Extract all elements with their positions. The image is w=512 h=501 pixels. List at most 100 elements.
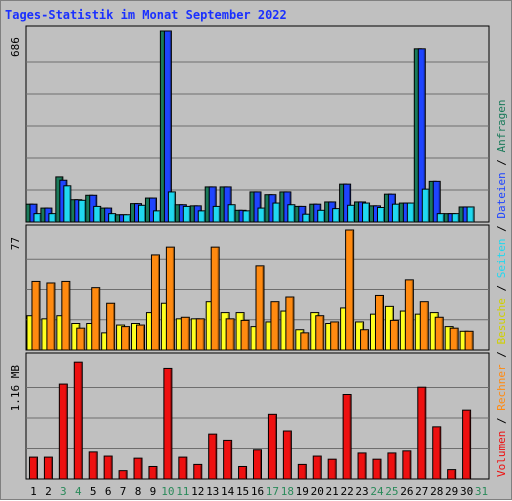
bar-middle-rechner-day-12 [195, 318, 205, 351]
x-tick-label-27: 27 [415, 485, 428, 498]
bar-bottom-volumen-day-13 [208, 433, 218, 480]
bar-bottom-volumen-day-27 [417, 386, 427, 480]
bar-bottom-volumen-day-2 [43, 456, 53, 480]
bar-bottom-volumen-day-10 [163, 367, 173, 480]
bar-middle-rechner-day-22 [345, 229, 355, 351]
legend-item-dateien: Dateien [495, 172, 508, 218]
bar-middle-rechner-day-18 [285, 296, 295, 351]
bar-middle-rechner-day-13 [210, 246, 220, 351]
x-tick-label-20: 20 [311, 485, 324, 498]
x-tick-label-28: 28 [430, 485, 443, 498]
bar-middle-rechner-day-11 [180, 316, 190, 351]
bar-middle-rechner-day-3 [61, 280, 71, 351]
x-tick-label-18: 18 [281, 485, 294, 498]
x-tick-label-1: 1 [30, 485, 37, 498]
bar-bottom-volumen-day-12 [193, 463, 203, 480]
bar-middle-rechner-day-19 [300, 332, 310, 351]
bar-middle-rechner-day-1 [31, 280, 41, 351]
panel-top: 686 [9, 25, 490, 223]
bar-bottom-volumen-day-25 [387, 452, 397, 480]
legend-separator: / [495, 152, 508, 172]
bar-middle-rechner-day-5 [91, 287, 101, 351]
x-tick-label-13: 13 [206, 485, 219, 498]
x-tick-label-21: 21 [326, 485, 339, 498]
x-axis-tick-labels: 1 2 3 4 5 6 7 8 9 10 11 12 13 14 15 16 17 18 19 20 21 22 23 24 2… [30, 485, 488, 498]
x-tick-label-22: 22 [340, 485, 353, 498]
x-tick-label-2: 2 [45, 485, 52, 498]
legend-item-anfragen: Anfragen [495, 99, 508, 152]
x-tick-label-26: 26 [400, 485, 413, 498]
bar-middle-rechner-day-21 [330, 321, 340, 351]
bar-middle-rechner-day-23 [360, 329, 370, 351]
bar-middle-rechner-day-2 [46, 282, 56, 351]
x-tick-label-25: 25 [385, 485, 398, 498]
x-tick-label-3: 3 [60, 485, 67, 498]
x-tick-label-9: 9 [150, 485, 157, 498]
bar-middle-rechner-day-17 [270, 301, 280, 351]
bar-bottom-volumen-day-29 [447, 469, 457, 480]
legend-item-seiten: Seiten [495, 239, 508, 279]
bar-bottom-volumen-day-18 [282, 430, 292, 480]
x-tick-label-19: 19 [296, 485, 309, 498]
x-tick-label-24: 24 [370, 485, 384, 498]
legend-separator: / [495, 345, 508, 365]
bar-bottom-volumen-day-26 [402, 450, 412, 480]
bar-bottom-volumen-day-28 [432, 426, 442, 480]
bar-bottom-volumen-day-14 [223, 439, 233, 480]
bar-middle-rechner-day-28 [434, 316, 444, 351]
x-tick-label-10: 10 [161, 485, 174, 498]
bar-middle-rechner-day-7 [121, 326, 131, 351]
x-tick-label-6: 6 [105, 485, 112, 498]
bar-bottom-volumen-day-19 [297, 463, 307, 480]
legend-item-rechner: Rechner [495, 364, 508, 411]
bar-middle-rechner-day-25 [389, 319, 399, 351]
x-tick-label-12: 12 [191, 485, 204, 498]
bar-bottom-volumen-day-6 [103, 455, 113, 480]
x-tick-label-23: 23 [355, 485, 368, 498]
bar-middle-rechner-day-26 [404, 279, 414, 351]
legend-item-besuche: Besuche [495, 298, 508, 344]
bar-middle-rechner-day-8 [136, 324, 146, 351]
bar-bottom-volumen-day-11 [178, 456, 188, 480]
x-tick-label-30: 30 [460, 485, 473, 498]
x-tick-label-17: 17 [266, 485, 279, 498]
x-tick-label-14: 14 [221, 485, 235, 498]
legend-separator: / [495, 219, 508, 239]
bar-bottom-volumen-day-3 [58, 383, 68, 480]
bar-middle-rechner-day-30 [464, 330, 474, 351]
x-tick-label-5: 5 [90, 485, 97, 498]
chart-panels: 686 77 1.16 MB [9, 25, 490, 480]
bar-middle-rechner-day-20 [315, 315, 325, 351]
panel-top-frame [25, 25, 490, 223]
panel-bottom: 1.16 MB [9, 352, 490, 480]
bar-bottom-volumen-day-23 [357, 452, 367, 480]
x-tick-label-4: 4 [75, 485, 82, 498]
bar-bottom-volumen-day-15 [238, 465, 248, 480]
bar-bottom-volumen-day-30 [462, 409, 472, 480]
bar-bottom-volumen-day-5 [88, 451, 98, 480]
x-tick-label-16: 16 [251, 485, 264, 498]
legend-separator: / [495, 411, 508, 431]
bar-bottom-volumen-day-24 [372, 458, 382, 480]
side-legend: Volumen / Rechner / Besuche / Seiten / D… [495, 99, 508, 477]
legend-item-volumen: Volumen [495, 431, 508, 477]
bar-bottom-volumen-day-8 [133, 457, 143, 480]
panel-top-scale-label: 686 [9, 37, 22, 57]
bar-bottom-volumen-day-1 [28, 456, 38, 480]
x-tick-label-15: 15 [236, 485, 249, 498]
x-tick-label-8: 8 [135, 485, 142, 498]
bar-bottom-volumen-day-4 [73, 361, 83, 480]
bar-bottom-volumen-day-17 [267, 413, 277, 480]
bar-middle-rechner-day-27 [419, 301, 429, 351]
bar-middle-rechner-day-29 [449, 327, 459, 351]
bar-middle-rechner-day-14 [225, 318, 235, 351]
panel-middle-scale-label: 77 [9, 237, 22, 250]
bar-middle-rechner-day-24 [374, 294, 384, 351]
panel-middle: 77 [9, 224, 490, 351]
bar-bottom-volumen-day-16 [253, 449, 262, 480]
bar-middle-rechner-day-16 [255, 265, 265, 351]
legend-separator: / [495, 278, 508, 298]
bar-bottom-volumen-day-9 [148, 465, 158, 480]
x-tick-label-11: 11 [176, 485, 189, 498]
